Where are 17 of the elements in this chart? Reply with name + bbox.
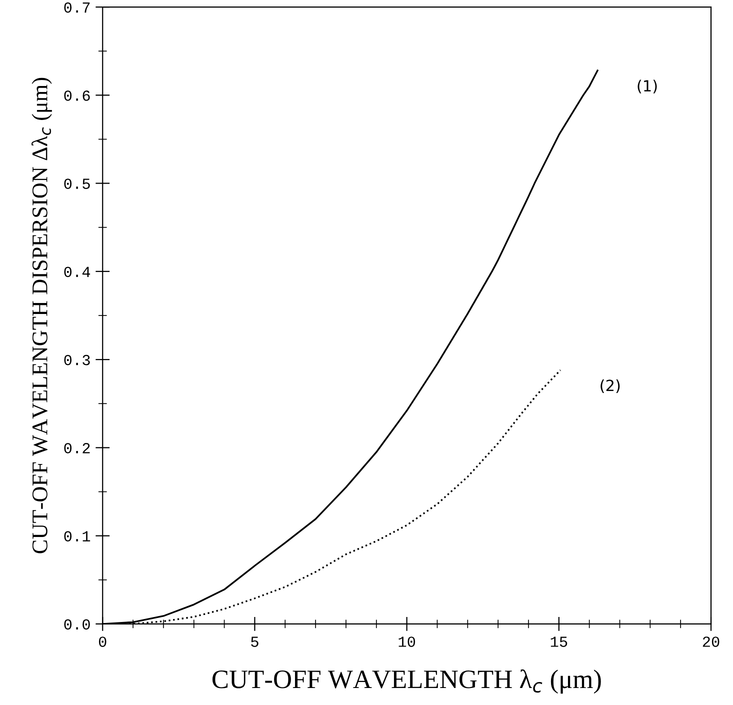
text: (1): [638, 80, 657, 94]
y-tick-label: 0.5: [64, 178, 90, 189]
y-tick-label: 0.1: [64, 531, 90, 542]
y-tick-label: 0.4: [64, 266, 90, 278]
y-tick-label: 0.2: [64, 442, 90, 454]
x-tick-label: 10: [398, 636, 416, 647]
y-tick-label: 0.6: [64, 90, 90, 101]
y-tick-label: 0.0: [64, 619, 90, 630]
x-tick-label: 0: [98, 636, 106, 647]
y-axis-title: CUT-OFF WAVELENGTH DISPERSION Δλ$_{c}$ (μm): [32, 78, 52, 554]
x-tick-label: 15: [550, 636, 568, 647]
x-tick-label: 5: [251, 636, 258, 647]
x-tick-label: 20: [702, 636, 720, 647]
y-tick-label: 0.3: [64, 354, 90, 366]
y-tick-label: 0.7: [64, 2, 90, 13]
x-axis-title: CUT-OFF WAVELENGTH λ$_{c}$ (μm): [212, 669, 601, 694]
text: (2): [600, 379, 620, 394]
